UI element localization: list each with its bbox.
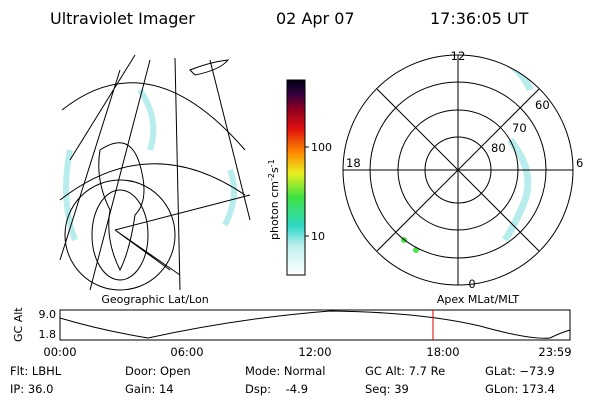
- status-field: GLat: −73.9: [485, 364, 555, 378]
- status-field: Gain: 14: [125, 382, 174, 396]
- status-field: GLon: 173.4: [485, 382, 555, 396]
- polar-label: 6: [576, 156, 583, 170]
- status-field: Dsp: -4.9: [245, 382, 308, 396]
- timeline-y-label: 9.0: [39, 308, 57, 321]
- time: 17:36:05 UT: [430, 9, 529, 28]
- timeline-x-label: 23:59: [538, 345, 571, 359]
- colorbar-tick: 100: [311, 141, 332, 154]
- polar-plot: [342, 54, 574, 286]
- polar-label: 70: [512, 121, 527, 135]
- polar-label: 12: [451, 49, 466, 63]
- polar-label: 80: [491, 141, 506, 155]
- polar-label: 0: [468, 277, 475, 291]
- status-field: Seq: 39: [365, 382, 409, 396]
- colorbar: [286, 79, 306, 276]
- status-field: Door: Open: [125, 364, 191, 378]
- timeline-title: Apex MLat/MLT: [437, 293, 520, 306]
- status-field: IP: 36.0: [10, 382, 53, 396]
- title: Ultraviolet Imager: [50, 9, 195, 28]
- timeline-box: [59, 309, 571, 341]
- date: 02 Apr 07: [276, 9, 355, 28]
- timeline-axis-label: GC Alt: [12, 307, 25, 342]
- timeline-x-label: 18:00: [426, 345, 459, 359]
- status-field: Flt: LBHL: [10, 364, 62, 378]
- altitude-curve: [59, 310, 571, 339]
- timeline-x-label: 12:00: [298, 345, 331, 359]
- timeline-title: Geographic Lat/Lon: [101, 293, 208, 306]
- timeline-y-label: 1.8: [39, 328, 57, 341]
- status-field: Mode: Normal: [245, 364, 325, 378]
- timeline-x-label: 06:00: [170, 345, 203, 359]
- geographic-map: [59, 54, 251, 291]
- polar-label: 60: [535, 98, 550, 112]
- timeline-x-label: 00:00: [43, 345, 76, 359]
- polar-label: 18: [346, 156, 361, 170]
- footer: Flt: LBHL Door: Open Mode: Normal GC Alt: 7…: [10, 364, 555, 396]
- colorbar-label: photon cm-2s-1: [267, 159, 281, 240]
- status-field: GC Alt: 7.7 Re: [365, 364, 445, 378]
- colorbar-tick: 10: [311, 230, 325, 243]
